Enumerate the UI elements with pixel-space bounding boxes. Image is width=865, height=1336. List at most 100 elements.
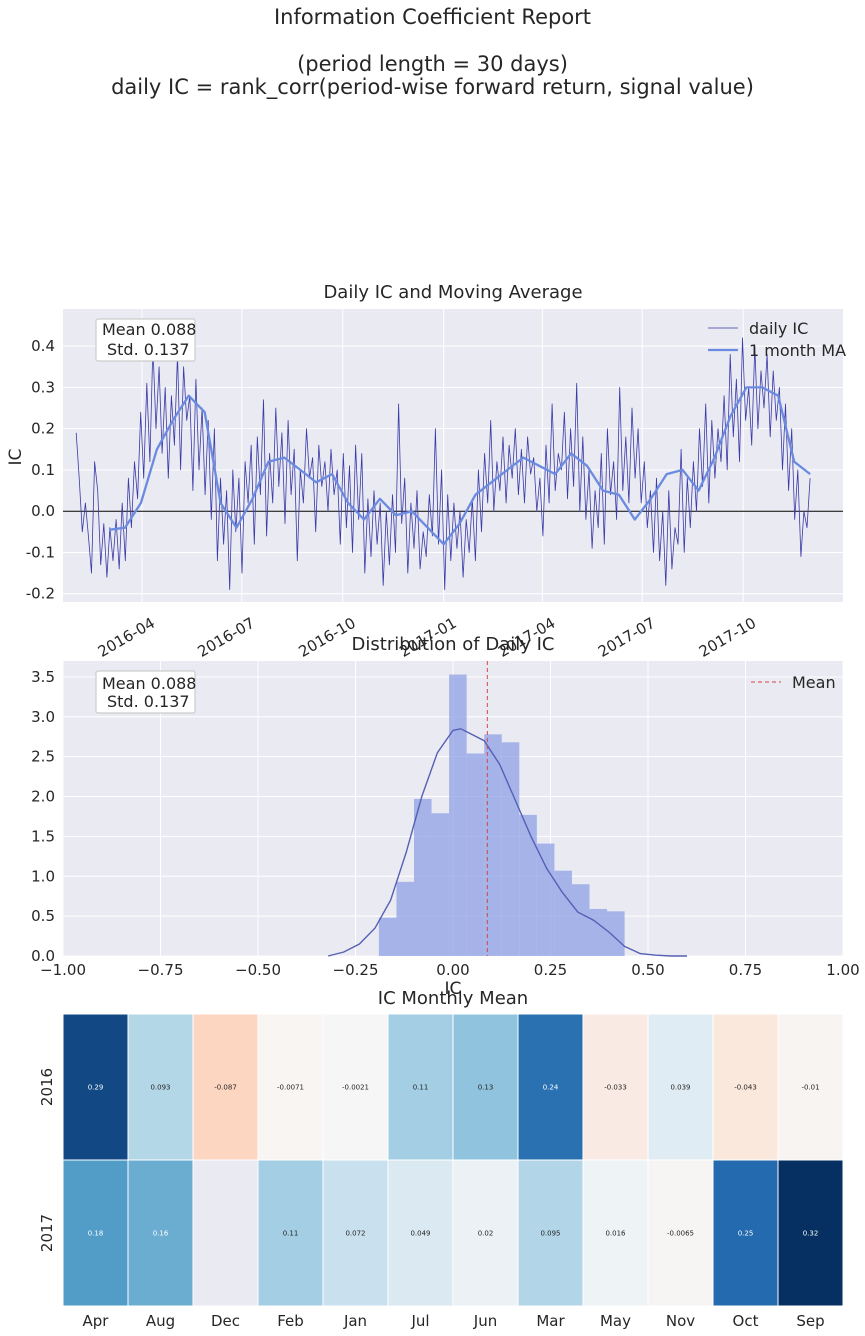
histogram-bar [571,884,590,956]
histogram-bar [466,753,485,956]
x-tick-label: 0.50 [631,961,664,979]
heatmap-cell-label: 0.13 [478,1084,494,1092]
heatmap-cell-label: 0.039 [670,1084,690,1092]
heatmap-cell [257,1159,324,1307]
month-label: Sep [796,1312,824,1330]
heatmap-cell [582,1159,649,1307]
heatmap-cell [712,1159,779,1307]
month-label: Jun [473,1312,497,1330]
daily-ic-y-axis-label: IC [6,449,26,466]
legend-label-daily-ic: daily IC [749,319,808,338]
heatmap-cell [777,1013,844,1161]
y-tick-label: 1.5 [31,827,55,845]
heatmap-cell [712,1013,779,1161]
ic-distribution-legend: Mean [751,673,836,692]
legend-label-moving-average: 1 month MA [749,341,846,360]
heatmap-cell-label: 0.049 [410,1230,430,1238]
ic-monthly-mean-heatmap: IC Monthly Mean 0.29 0.093 -0.087 -0.0071 -0… [38,988,844,1330]
ic-distribution-stats-mean: Mean 0.088 [102,674,196,693]
y-tick-label: 0.0 [31,502,55,520]
x-tick-label: 2016-07 [195,614,258,661]
heatmap-cell-label: 0.095 [540,1230,560,1238]
histogram-bar [414,798,432,956]
heatmap-cell-label: 0.25 [738,1230,754,1238]
heatmap-cell-label: -0.01 [801,1084,819,1092]
month-label: Feb [277,1312,304,1330]
daily-ic-chart: Daily IC and Moving Average -0.2 -0.1 0.0 0… [6,282,846,661]
daily-ic-line [75,337,811,590]
month-label: Oct [733,1312,759,1330]
heatmap-cell-label: -0.087 [214,1084,237,1092]
ic-distribution-title: Distribution of Daily IC [352,634,555,655]
heatmap-cell-label: 0.29 [88,1084,104,1092]
daily-ic-chart-title: Daily IC and Moving Average [323,282,582,303]
y-tick-label: -0.2 [26,585,55,603]
daily-ic-y-ticks: -0.2 -0.1 0.0 0.1 0.2 0.3 0.4 [26,337,55,603]
heatmap-cell-label: 0.32 [803,1230,819,1238]
histogram-bar [396,881,414,956]
kde-curve [328,728,687,957]
heatmap-cell-label: 0.16 [153,1230,169,1238]
heatmap-cell-label: 0.11 [413,1084,429,1092]
x-tick-label: −0.50 [235,961,281,979]
x-tick-label: 2017-07 [595,614,658,661]
histogram-bar [519,814,537,956]
y-tick-label: 0.1 [31,461,55,479]
heatmap-cell [127,1013,194,1161]
heatmap-cell [387,1159,454,1307]
ic-distribution-chart: Distribution of Daily IC 0.0 0.5 1.0 1.5 2.0… [31,634,860,999]
month-label: Jul [410,1312,429,1330]
month-label: May [600,1312,631,1330]
heatmap-cell-label: 0.02 [478,1230,494,1238]
y-tick-label: 3.5 [31,668,55,686]
histogram-bar [431,813,450,956]
ic-distribution-x-axis-label: IC [445,979,462,999]
x-tick-label: 2016-04 [95,614,158,661]
x-tick-label: 0.25 [534,961,567,979]
x-tick-label: −0.25 [333,961,379,979]
heatmap-cell-label: 0.11 [283,1230,299,1238]
x-tick-label: −0.75 [138,961,184,979]
heatmap-cell [647,1013,714,1161]
heatmap-cell [322,1159,389,1307]
year-label: 2017 [38,1214,56,1252]
daily-ic-stats-std: Std. 0.137 [107,340,190,359]
daily-ic-stats-mean: Mean 0.088 [102,320,196,339]
y-tick-label: 0.0 [31,947,55,965]
heatmap-cell-label: -0.0065 [667,1230,694,1238]
histogram-bar [484,734,502,956]
heatmap-title: IC Monthly Mean [378,988,528,1009]
daily-ic-stats-box: Mean 0.088 Std. 0.137 [95,318,196,362]
heatmap-cell-label: -0.043 [734,1084,757,1092]
month-label: Mar [536,1312,565,1330]
histogram-bar [607,911,625,956]
ic-distribution-x-ticks: −1.00 −0.75 −0.50 −0.25 0.00 0.25 0.50 0.75 1.00 [40,961,860,979]
month-label: Dec [211,1312,240,1330]
heatmap-cell [62,1159,129,1307]
x-tick-label: 2017-10 [696,614,759,661]
heatmap-cell [452,1159,519,1307]
y-tick-label: -0.1 [26,543,55,561]
y-tick-label: 0.4 [31,337,55,355]
heatmap-cell-label: -0.0021 [342,1084,369,1092]
heatmap-cell [127,1159,194,1307]
x-tick-label: −1.00 [40,961,86,979]
heatmap-cell [192,1159,259,1307]
daily-ic-legend: daily IC 1 month MA [708,319,846,360]
heatmap-cell-label: 0.016 [605,1230,626,1238]
x-tick-label: 0.75 [729,961,762,979]
x-tick-label: 0.00 [436,961,469,979]
histogram-bar [554,870,572,956]
heatmap-cell [387,1013,454,1161]
heatmap-cell-label: -0.033 [604,1084,627,1092]
y-tick-label: 3.0 [31,708,55,726]
report-subtitle-period: (period length = 30 days) [297,52,568,76]
heatmap-year-labels: 2016 2017 [38,1068,56,1252]
y-tick-label: 0.2 [31,420,55,438]
x-tick-label: 2016-10 [295,614,358,661]
heatmap-cell-label: 0.072 [345,1230,365,1238]
report-title: Information Coefficient Report [273,5,592,29]
y-tick-label: 2.5 [31,748,55,766]
histogram-bar [536,843,555,956]
heatmap-cell [647,1159,714,1307]
